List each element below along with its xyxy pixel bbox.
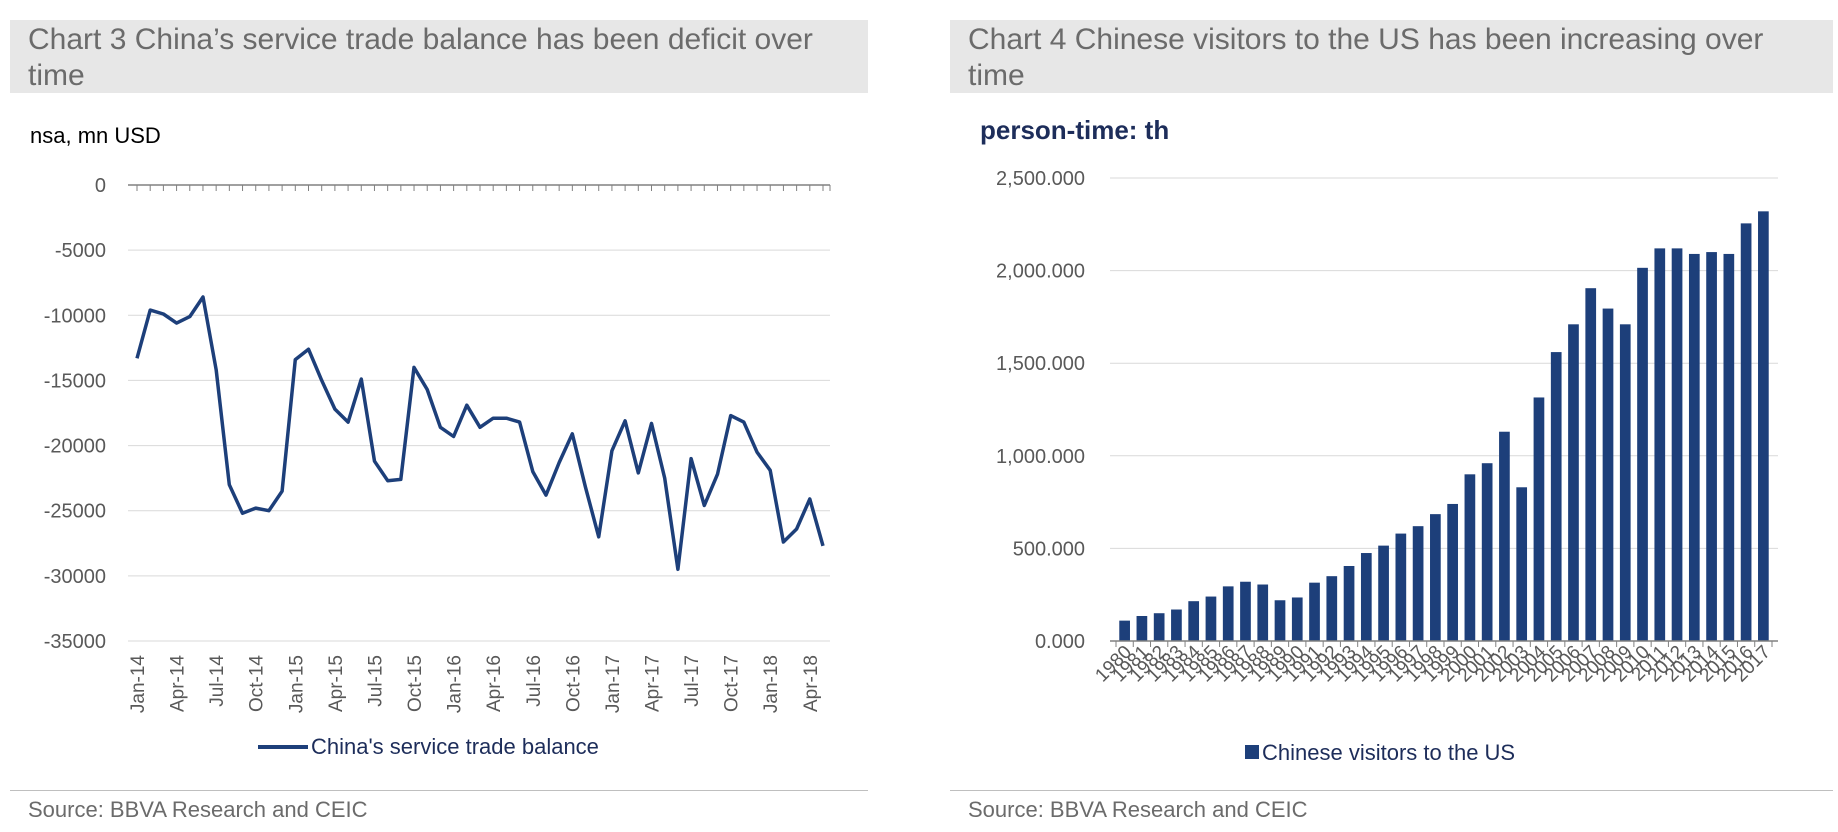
bar-2011 [1654, 248, 1666, 641]
bar-2003 [1516, 487, 1528, 641]
x-tick-label: Apr-15 [326, 655, 347, 712]
bar-1988 [1257, 584, 1269, 641]
bar-1984 [1188, 601, 1200, 641]
y-tick-label: -30000 [44, 566, 106, 588]
x-tick-label: Apr-18 [801, 655, 822, 712]
x-tick-label: Apr-16 [484, 655, 505, 712]
bar-2010 [1637, 267, 1648, 641]
right-chart-unit-label: person-time: th [980, 115, 1170, 145]
x-tick-label: Jan-18 [761, 655, 782, 713]
y-tick-label: 2,000.000 [996, 261, 1085, 283]
bar-2012 [1671, 248, 1683, 641]
bar-1980 [1119, 620, 1130, 641]
bar-2002 [1499, 431, 1510, 641]
bar-1991 [1309, 582, 1320, 641]
y-tick-label: -10000 [44, 305, 106, 327]
x-tick-label: Jan-16 [445, 655, 466, 713]
bar-2007 [1585, 288, 1597, 641]
bar-1983 [1171, 609, 1182, 641]
bar-2013 [1688, 253, 1700, 641]
right-source-divider [950, 790, 1833, 791]
x-tick-label: Oct-14 [247, 655, 268, 712]
left-source-text: Source: BBVA Research and CEIC [28, 797, 368, 822]
bar-2016 [1740, 223, 1752, 641]
bar-2017 [1758, 211, 1769, 641]
left-chart-panel: Chart 3 China’s service trade balance ha… [0, 0, 880, 832]
right-chart-svg: 0.000 500.000 1,000.000 1,500.000 2,000.000 2… [996, 168, 1778, 765]
x-tick-label: Jan-14 [128, 655, 149, 714]
x-tick-label: Apr-14 [168, 655, 189, 712]
x-tick-label: Apr-17 [643, 655, 664, 712]
left-chart-title: Chart 3 China’s service trade balance ha… [10, 20, 868, 93]
y-tick-label: -35000 [44, 631, 106, 653]
y-tick-label: 500.000 [1013, 538, 1085, 560]
series-line-service-trade-balance [135, 295, 825, 572]
y-tick-label: 1,000.000 [996, 446, 1085, 468]
right-source-text: Source: BBVA Research and CEIC [968, 797, 1308, 822]
y-tick-label: 1,500.000 [996, 353, 1085, 375]
x-tick-label: Jul-14 [207, 655, 228, 707]
bar-2005 [1550, 352, 1562, 641]
bar-1993 [1343, 565, 1355, 641]
y-tick-label: 0 [95, 175, 106, 197]
bar-1999 [1447, 503, 1458, 641]
bar-1995 [1378, 545, 1389, 641]
x-tick-label: Jan-15 [286, 655, 307, 713]
bar-1981 [1136, 615, 1148, 641]
bar-2014 [1706, 252, 1717, 641]
x-tick-label: Jul-17 [682, 655, 703, 707]
left-chart-svg: 0 -5000 -10000 -15000 -20000 -25000 -30000 -350… [44, 175, 831, 759]
bar-1985 [1205, 596, 1217, 641]
bar-1994 [1360, 553, 1372, 641]
left-chart-unit-label: nsa, mn USD [30, 123, 161, 148]
bar-1992 [1326, 576, 1338, 641]
y-tick-label: 2,500.000 [996, 168, 1085, 190]
bar-2006 [1568, 324, 1579, 641]
right-chart-title: Chart 4 Chinese visitors to the US has b… [950, 20, 1833, 93]
bar-1997 [1412, 526, 1424, 641]
x-tick-label: Oct-17 [722, 655, 743, 712]
y-tick-label: -15000 [44, 370, 106, 392]
bar-2009 [1619, 324, 1631, 641]
y-tick-label: -25000 [44, 501, 106, 523]
right-chart-panel: Chart 4 Chinese visitors to the US has b… [940, 0, 1833, 832]
x-tick-label: Oct-15 [405, 655, 426, 712]
x-tick-label: Jul-15 [365, 655, 386, 707]
bar-1986 [1222, 586, 1234, 641]
legend-label: Chinese visitors to the US [1262, 740, 1515, 765]
legend-bar-swatch [1245, 745, 1259, 759]
x-tick-label: Jul-16 [524, 655, 545, 707]
bar-2004 [1533, 397, 1545, 641]
bar-1996 [1395, 533, 1407, 641]
bar-1987 [1240, 581, 1251, 641]
bar-1989 [1274, 600, 1286, 641]
x-tick-label: Jan-17 [603, 655, 624, 713]
bar-1982 [1153, 613, 1165, 641]
bar-2001 [1481, 463, 1493, 641]
left-source-divider [10, 790, 868, 791]
bar-2008 [1602, 308, 1614, 641]
bar-2000 [1464, 474, 1476, 641]
bar-1990 [1291, 597, 1303, 641]
y-tick-label: -5000 [55, 240, 106, 262]
x-tick-label: Oct-16 [563, 655, 584, 712]
y-tick-label: 0.000 [1035, 631, 1085, 653]
bar-1998 [1430, 514, 1441, 641]
y-tick-label: -20000 [44, 436, 106, 458]
bar-2015 [1723, 253, 1735, 641]
legend-label: China's service trade balance [311, 734, 599, 759]
